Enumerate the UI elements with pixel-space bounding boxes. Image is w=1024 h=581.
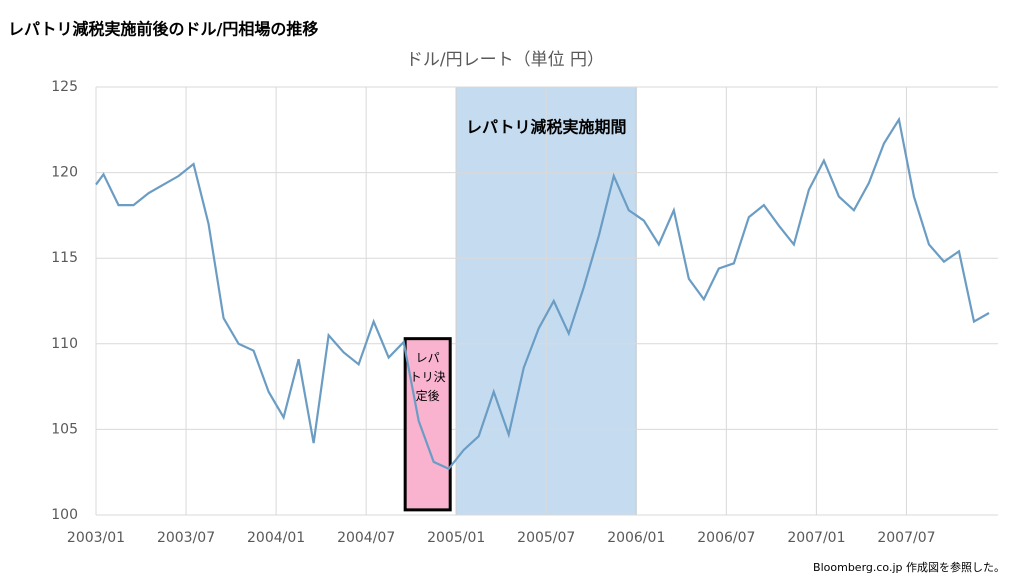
- chart-title: ドル/円レート（単位 円）: [406, 50, 604, 70]
- y-tick-label: 125: [51, 79, 78, 95]
- y-tick-label: 120: [51, 165, 78, 181]
- x-tick-label: 2005/07: [517, 530, 575, 546]
- data-line: [95, 116, 990, 471]
- x-tick-label: 2004/07: [337, 530, 395, 546]
- annotation-text: 定後: [416, 388, 440, 403]
- y-tick-label: 110: [51, 336, 78, 352]
- x-tick-label: 2007/01: [787, 530, 845, 546]
- source-note: Bloomberg.co.jp 作成図を参照した。: [813, 560, 1005, 574]
- x-tick-label: 2005/01: [427, 530, 485, 546]
- annotation-text: レパ: [416, 351, 440, 365]
- page-header: レパトリ減税実施前後のドル/円相場の推移: [8, 20, 318, 39]
- annotation-box: [403, 337, 452, 512]
- y-tick-label: 105: [51, 421, 78, 437]
- x-tick-label: 2004/01: [247, 530, 305, 546]
- x-tick-label: 2007/07: [877, 530, 935, 546]
- x-tick-label: 2003/07: [157, 530, 215, 546]
- y-tick-label: 100: [51, 507, 78, 523]
- x-tick-label: 2003/01: [67, 530, 125, 546]
- y-tick-label: 115: [51, 250, 78, 266]
- x-tick-label: 2006/07: [697, 530, 755, 546]
- x-tick-label: 2006/01: [607, 530, 665, 546]
- annotation-text: トリ決: [410, 370, 446, 384]
